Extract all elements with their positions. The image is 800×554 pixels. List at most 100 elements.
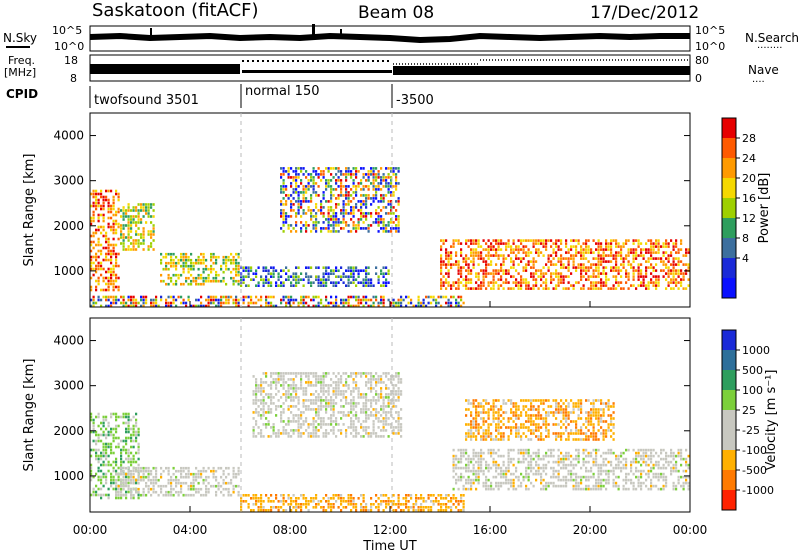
nsky-trace bbox=[89, 32, 690, 44]
power-yticks-label-1: 2000 bbox=[53, 219, 84, 233]
time-tick-6: 00:00 bbox=[673, 523, 708, 537]
time-axis-label: Time UT bbox=[362, 539, 416, 554]
power-region-1 bbox=[120, 203, 155, 251]
power-scale-label: Power [dB] bbox=[757, 173, 772, 244]
freq-panel: Freq. [MHz] 18 8 80 0 Nave .... bbox=[4, 54, 779, 85]
power-bar-ticks-label-3: 16 bbox=[742, 192, 756, 205]
power-region-4 bbox=[280, 167, 400, 233]
vel-bar-ticks-label-4: -25 bbox=[742, 424, 760, 437]
nsearch-label: N.Search bbox=[745, 31, 799, 45]
vel-bar-swatch-6 bbox=[722, 450, 736, 471]
vel-yticks-label-1: 2000 bbox=[53, 424, 84, 438]
nsky-tick-top-right: 10^5 bbox=[695, 24, 725, 37]
power-region-5 bbox=[440, 239, 690, 290]
freq-band-3 bbox=[393, 66, 690, 75]
power-region-3 bbox=[240, 266, 390, 287]
vel-bar-ticks-label-1: 500 bbox=[742, 364, 763, 377]
power-region-6 bbox=[90, 295, 465, 308]
velocity-region-2 bbox=[252, 372, 403, 438]
nsky-panel: N.Sky 10^5 10^0 10^5 10^0 N.Search .....… bbox=[3, 24, 799, 53]
time-tick-5: 20:00 bbox=[573, 523, 608, 537]
power-yticks-label-3: 4000 bbox=[53, 129, 84, 143]
velocity-region-1 bbox=[115, 466, 240, 497]
cpid-panel: CPID twofsound 3501 normal 150 -3500 bbox=[6, 84, 434, 108]
velocity-region-5 bbox=[465, 399, 615, 441]
power-region-2 bbox=[160, 252, 240, 286]
cpid-segment-3: -3500 bbox=[396, 93, 434, 108]
freq-label-line1: Freq. bbox=[8, 54, 35, 67]
date-title: 17/Dec/2012 bbox=[590, 3, 699, 23]
vel-bar-ticks-label-6: -500 bbox=[742, 464, 767, 477]
nave-tick-top: 80 bbox=[695, 54, 709, 67]
nsky-tick-top-left: 10^5 bbox=[52, 24, 82, 37]
nsearch-line: ........ bbox=[757, 40, 782, 51]
velocity-panel: Slant Range [km] 1000 2000 3000 4000 bbox=[22, 317, 691, 513]
power-bar-swatch-4 bbox=[722, 198, 736, 219]
velocity-region-3 bbox=[240, 494, 465, 512]
power-panel: Slant Range [km] 1000 2000 3000 4000 bbox=[22, 112, 691, 308]
vel-bar-ticks-label-0: 1000 bbox=[742, 344, 770, 357]
freq-label-line2: [MHz] bbox=[4, 66, 36, 79]
vel-bar-swatch-8 bbox=[722, 490, 736, 511]
cpid-label: CPID bbox=[6, 87, 38, 101]
freq-band-2 bbox=[242, 70, 392, 73]
time-tick-2: 08:00 bbox=[273, 523, 308, 537]
vel-bar-ticks-label-2: 100 bbox=[742, 384, 763, 397]
time-tick-1: 04:00 bbox=[173, 523, 208, 537]
power-bar-swatch-5 bbox=[722, 218, 736, 239]
velocity-heatmap bbox=[90, 372, 690, 512]
velocity-region-4 bbox=[452, 448, 690, 491]
power-bar-ticks-label-6: 4 bbox=[742, 252, 749, 265]
power-bar-ticks-label-2: 20 bbox=[742, 172, 756, 185]
nsky-tick-bottom-right: 10^0 bbox=[695, 40, 725, 53]
cpid-segment-1: twofsound 3501 bbox=[94, 93, 199, 108]
cpid-segment-2: normal 150 bbox=[245, 84, 320, 99]
power-bar-swatch-1 bbox=[722, 138, 736, 159]
station-title: Saskatoon (fitACF) bbox=[92, 0, 259, 21]
freq-tick-top: 18 bbox=[64, 54, 78, 67]
power-yticks-label-0: 1000 bbox=[53, 264, 84, 278]
time-axis-ticks: 00:00 04:00 08:00 12:00 16:00 20:00 00:00 bbox=[73, 301, 708, 537]
power-heatmap bbox=[90, 167, 690, 308]
power-bar-ticks-label-4: 12 bbox=[742, 212, 756, 225]
time-tick-4: 16:00 bbox=[473, 523, 508, 537]
power-bar-swatch-6 bbox=[722, 238, 736, 259]
power-y-ticks: 1000 2000 3000 4000 bbox=[53, 129, 690, 278]
vel-bar-swatch-2 bbox=[722, 370, 736, 391]
velocity-scale-label: Velocity [m s⁻¹] bbox=[764, 370, 779, 471]
freq-tick-bottom: 8 bbox=[70, 72, 77, 85]
velocity-region-0 bbox=[90, 412, 140, 500]
vel-bar-swatch-1 bbox=[722, 350, 736, 371]
vel-yticks-label-3: 4000 bbox=[53, 334, 84, 348]
velocity-y-label: Slant Range [km] bbox=[22, 359, 37, 472]
vel-yticks-label-2: 3000 bbox=[53, 379, 84, 393]
time-tick-0: 00:00 bbox=[73, 523, 108, 537]
power-bar-ticks-label-1: 24 bbox=[742, 152, 756, 165]
power-yticks-label-2: 3000 bbox=[53, 174, 84, 188]
vel-bar-swatch-7 bbox=[722, 470, 736, 491]
beam-title: Beam 08 bbox=[358, 3, 434, 23]
power-bar-swatch-8 bbox=[722, 278, 736, 299]
power-bar-ticks-label-5: 8 bbox=[742, 232, 749, 245]
nsky-label: N.Sky bbox=[3, 31, 37, 45]
time-tick-3: 12:00 bbox=[373, 523, 408, 537]
nave-tick-bottom: 0 bbox=[695, 72, 702, 85]
power-colorbar: 28 24 20 16 12 8 4 Power [dB] bbox=[721, 117, 772, 299]
freq-band-1 bbox=[90, 64, 240, 74]
vel-bar-ticks-label-7: -1000 bbox=[742, 484, 774, 497]
power-y-label: Slant Range [km] bbox=[22, 154, 37, 267]
nsky-tick-bottom-left: 10^0 bbox=[54, 40, 84, 53]
power-bar-swatch-3 bbox=[722, 178, 736, 199]
velocity-colorbar: 1000 500 100 25 -25 -100 -500 -1000 Velocity [m… bbox=[721, 329, 779, 511]
power-bar-ticks-label-0: 28 bbox=[742, 132, 756, 145]
vel-bar-swatch-4 bbox=[722, 410, 736, 431]
vel-bar-ticks-label-3: 25 bbox=[742, 404, 756, 417]
velocity-y-ticks: 1000 2000 3000 4000 bbox=[53, 334, 690, 483]
nave-line: .... bbox=[752, 74, 765, 85]
vel-bar-ticks-label-5: -100 bbox=[742, 444, 767, 457]
vel-bar-swatch-3 bbox=[722, 390, 736, 411]
nave-label: Nave bbox=[748, 63, 779, 77]
vel-bar-swatch-5 bbox=[722, 430, 736, 451]
power-region-0 bbox=[90, 189, 120, 292]
